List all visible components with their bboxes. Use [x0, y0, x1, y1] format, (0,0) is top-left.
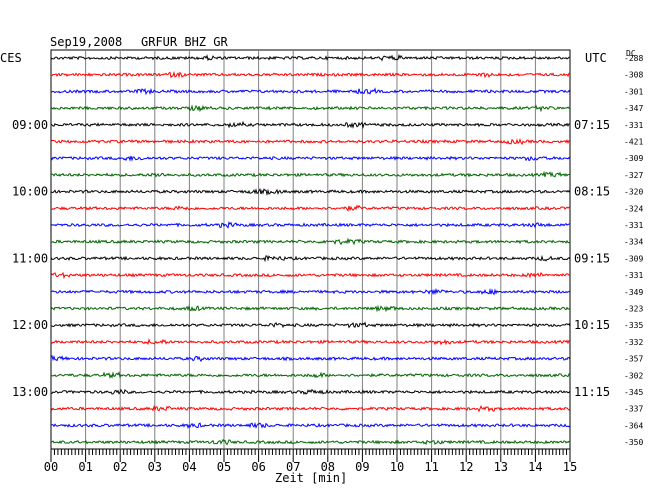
seismic-trace	[50, 53, 571, 62]
x-tick-label: 03	[148, 460, 162, 474]
dc-offset-label: -349	[624, 288, 643, 297]
x-tick-label: 09	[355, 460, 369, 474]
seismic-trace	[50, 271, 571, 280]
dc-offset-label: -350	[624, 438, 643, 447]
seismic-trace	[50, 204, 571, 212]
x-tick-label: 06	[251, 460, 265, 474]
seismic-trace	[50, 287, 571, 296]
left-time-label: 12:00	[12, 318, 48, 332]
right-time-label: 11:15	[574, 385, 610, 399]
dc-header-label: DC	[626, 49, 636, 58]
seismic-trace	[50, 188, 571, 197]
seismic-trace	[50, 155, 571, 162]
x-axis-label: Zeit [min]	[275, 471, 347, 485]
seismic-trace	[50, 421, 571, 429]
dc-offset-label: -347	[624, 104, 643, 113]
seismic-trace	[50, 338, 571, 346]
right-time-label: 10:15	[574, 318, 610, 332]
x-tick-label: 02	[113, 460, 127, 474]
seismic-trace	[50, 221, 571, 229]
dc-offset-label: -335	[624, 321, 643, 330]
seismic-trace	[50, 237, 571, 246]
seismic-trace	[50, 70, 571, 79]
seismic-trace	[50, 120, 571, 130]
plot-frame	[50, 49, 571, 450]
seismic-trace	[50, 104, 571, 113]
dc-offset-label: -309	[624, 254, 643, 263]
side-labels: 09:00 10:00 11:00 12:00 13:00 07:15 08:15 09:15…	[12, 54, 643, 447]
x-axis: 00 01 02 03 04 05 06 07 08 09 10 11 12 13 14 15	[44, 449, 577, 474]
seismic-trace	[50, 304, 571, 313]
dc-offset-label: -345	[624, 388, 643, 397]
dc-offset-label: -308	[624, 71, 643, 80]
right-time-label: 08:15	[574, 185, 610, 199]
x-tick-label: 08	[321, 460, 335, 474]
date-label: Sep19,2008	[50, 35, 122, 49]
x-tick-label: 11	[424, 460, 438, 474]
seismic-trace	[50, 87, 571, 96]
seismic-trace	[50, 438, 571, 446]
x-tick-label: 10	[390, 460, 404, 474]
x-tick-label: 00	[44, 460, 58, 474]
seismic-trace	[50, 170, 571, 178]
left-time-label: 13:00	[12, 385, 48, 399]
dc-offset-label: -364	[624, 421, 643, 430]
dc-offset-label: -331	[624, 221, 643, 230]
right-timezone-label: UTC	[585, 51, 607, 65]
dc-offset-label: -302	[624, 371, 643, 380]
dc-offset-label: -331	[624, 271, 643, 280]
x-tick-label: 07	[286, 460, 300, 474]
dc-offset-label: -337	[624, 405, 643, 414]
x-tick-label: 12	[459, 460, 473, 474]
dc-offset-label: -327	[624, 171, 643, 180]
left-timezone-label: CES	[0, 51, 22, 65]
x-tick-label: 14	[528, 460, 542, 474]
seismic-trace	[50, 354, 571, 363]
dc-offset-label: -421	[624, 138, 643, 147]
dc-offset-label: -309	[624, 154, 643, 163]
dc-offset-label: -320	[624, 188, 643, 197]
x-tick-label: 15	[563, 460, 577, 474]
grid	[50, 49, 571, 450]
dc-offset-label: -331	[624, 121, 643, 130]
dc-offset-label: -334	[624, 238, 643, 247]
dc-offset-label: -301	[624, 87, 643, 96]
x-tick-label: 04	[182, 460, 196, 474]
seismic-trace	[50, 388, 571, 395]
x-tick-label: 01	[78, 460, 92, 474]
right-time-label: 09:15	[574, 251, 610, 265]
left-time-label: 09:00	[12, 118, 48, 132]
dc-offset-label: -324	[624, 204, 643, 213]
dc-offset-label: -288	[624, 54, 643, 63]
dc-offset-label: -357	[624, 355, 643, 364]
seismic-trace	[50, 404, 571, 413]
right-time-label: 07:15	[574, 118, 610, 132]
x-tick-label: 05	[217, 460, 231, 474]
dc-offset-label: -323	[624, 305, 643, 314]
dc-offset-label: -332	[624, 338, 643, 347]
seismic-trace	[50, 371, 571, 380]
x-tick-label: 13	[494, 460, 508, 474]
left-time-label: 11:00	[12, 251, 48, 265]
seismic-trace	[50, 137, 571, 146]
left-time-label: 10:00	[12, 185, 48, 199]
seismic-trace	[50, 321, 571, 329]
seismic-trace	[50, 254, 571, 263]
traces	[50, 53, 571, 446]
station-label: GRFUR BHZ GR	[141, 35, 228, 49]
